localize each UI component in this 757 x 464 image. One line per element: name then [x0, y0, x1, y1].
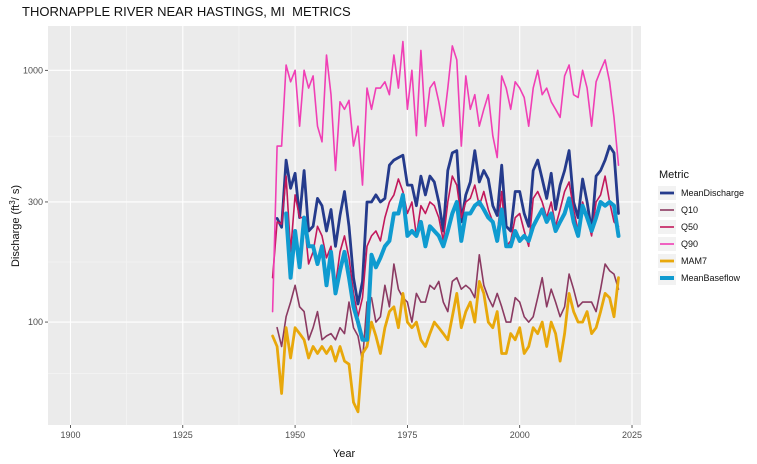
- legend-label-meanbaseflow: MeanBaseflow: [681, 273, 741, 283]
- y-tick-label: 100: [28, 317, 43, 327]
- y-tick-label: 1000: [23, 65, 43, 75]
- legend-label-q50: Q50: [681, 222, 698, 232]
- series-line-q50: [271, 175, 620, 318]
- y-axis: 100 300 1000: [23, 65, 48, 327]
- x-axis-title: Year: [333, 448, 356, 460]
- series-line-q90: [271, 40, 620, 313]
- chart-title: THORNAPPLE RIVER NEAR HASTINGS, MI METRI…: [22, 4, 351, 19]
- x-tick-label: 2025: [622, 430, 642, 440]
- series-lines: [271, 40, 621, 414]
- series-line-meanbaseflow: [284, 192, 621, 342]
- legend: Metric MeanDischarge Q10 Q50 Q90 MAM7 MeanBas…: [658, 169, 744, 285]
- x-tick-label: 1925: [173, 430, 193, 440]
- x-axis: 1900 1925 1950 1975 2000 2025: [60, 425, 642, 440]
- x-tick-label: 2000: [510, 430, 530, 440]
- y-axis-title-suffix: / s): [10, 185, 22, 200]
- x-tick-label: 1900: [60, 430, 80, 440]
- x-tick-label: 1950: [285, 430, 305, 440]
- x-tick-label: 1975: [397, 430, 417, 440]
- plot-panel: [48, 26, 641, 425]
- legend-title: Metric: [659, 169, 689, 181]
- legend-label-mam7: MAM7: [681, 256, 707, 266]
- series-line-mam7: [271, 276, 620, 414]
- legend-label-q90: Q90: [681, 239, 698, 249]
- series-line-meandischarge: [275, 144, 620, 306]
- legend-label-q10: Q10: [681, 205, 698, 215]
- y-tick-label: 300: [28, 197, 43, 207]
- y-axis-title: Discharge (ft3/ s): [8, 185, 22, 267]
- y-axis-title-main: Discharge (ft: [10, 205, 22, 267]
- y-axis-title-superscript: 3: [8, 200, 17, 205]
- legend-label-meandischarge: MeanDischarge: [681, 188, 744, 198]
- series-line-q10: [276, 254, 620, 362]
